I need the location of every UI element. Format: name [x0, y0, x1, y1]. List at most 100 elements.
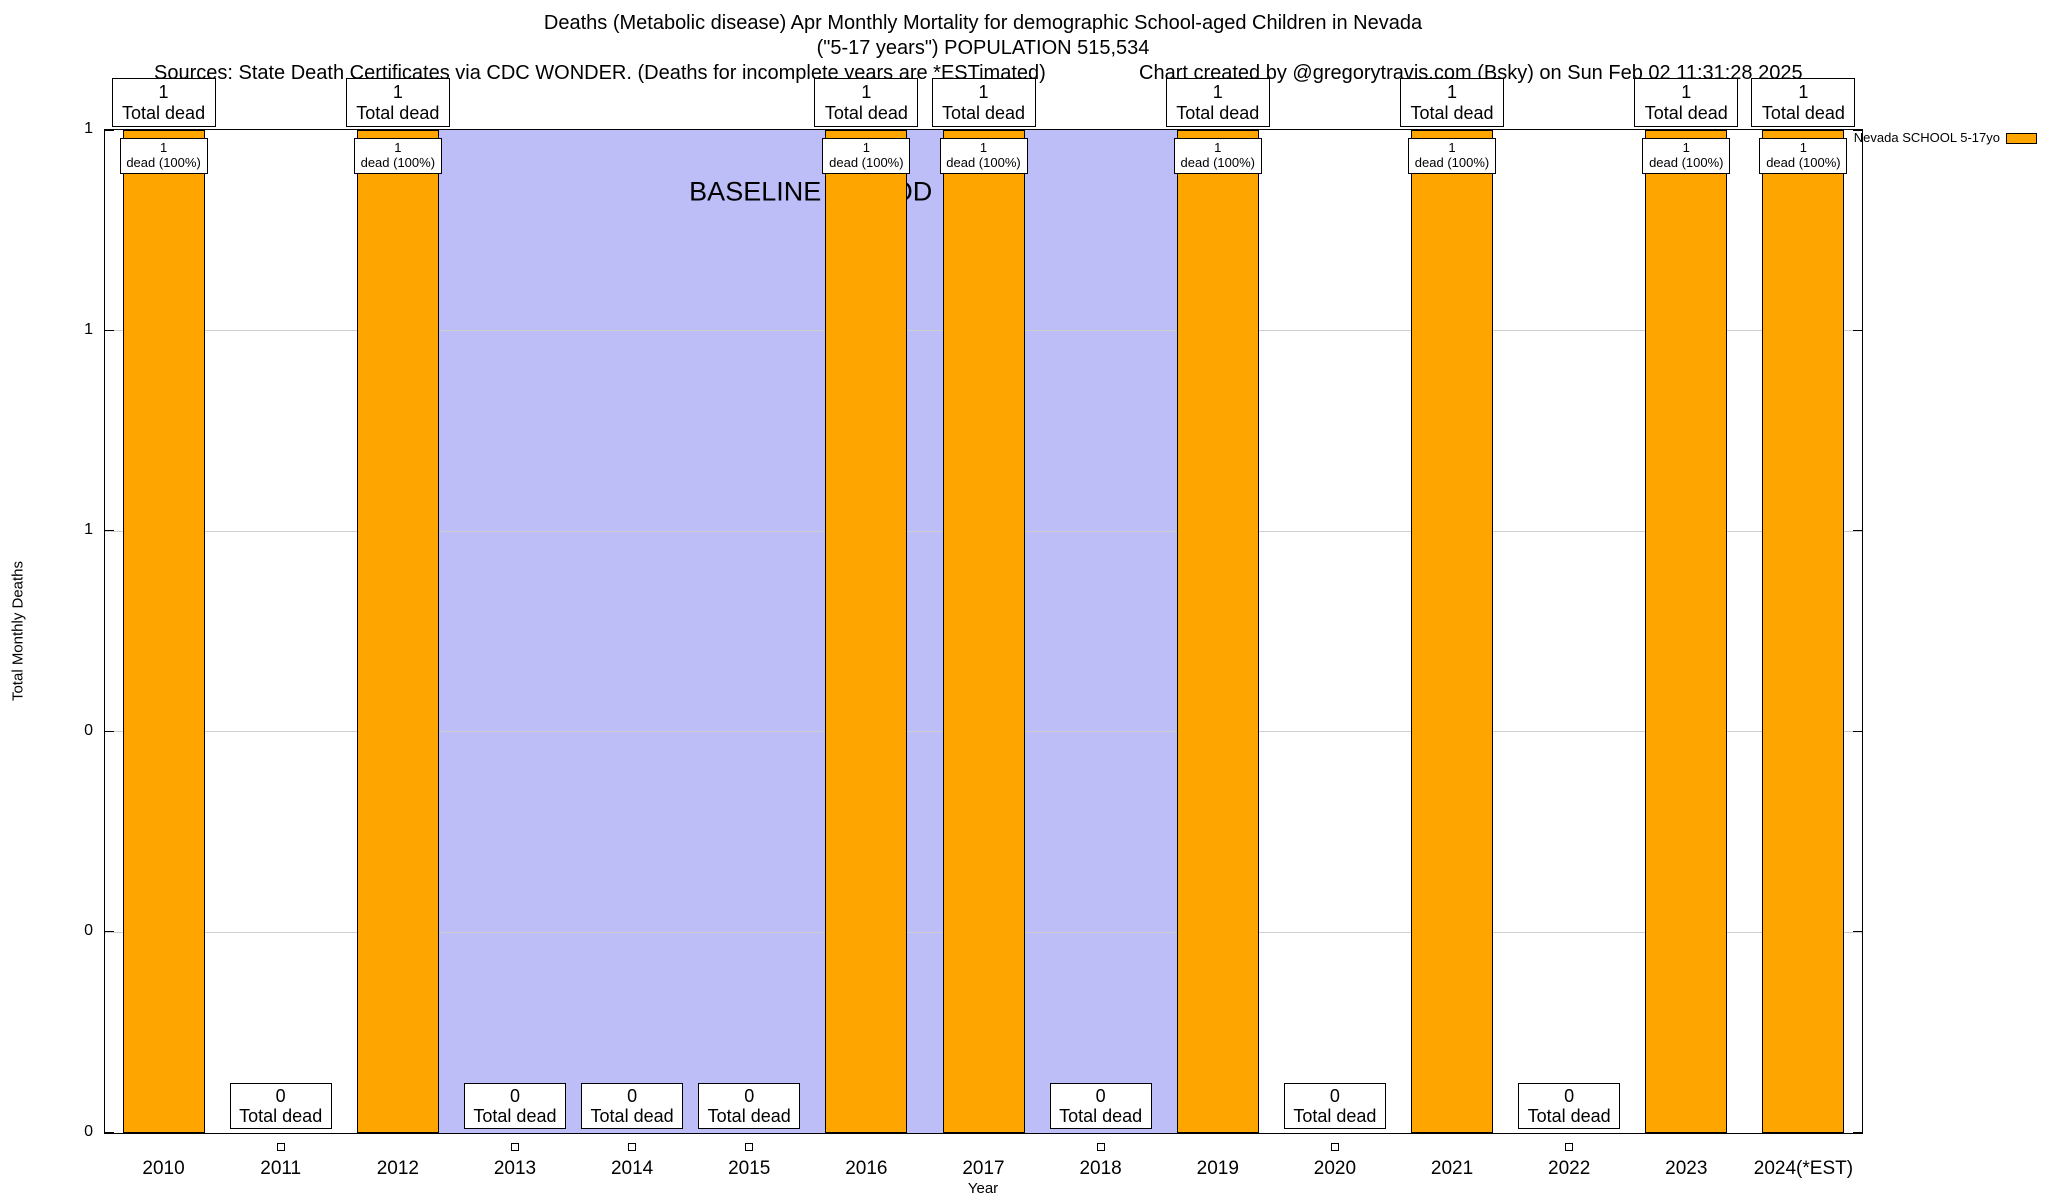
y-tick-mark	[105, 130, 114, 131]
bar-detail-label: dead (100%)	[1180, 155, 1255, 170]
bar-detail-label: dead (100%)	[1414, 155, 1490, 170]
y-tick-label: 0	[84, 1123, 93, 1140]
total-dead-count: 1	[978, 82, 989, 103]
total-dead-count: 1	[1212, 82, 1223, 103]
total-dead-box: 1 Total dead	[1634, 78, 1739, 127]
bar-detail-box: 1 dead (100%)	[1408, 138, 1497, 174]
legend-swatch	[2006, 133, 2037, 144]
zero-marker	[745, 1143, 754, 1151]
total-dead-box: 1 Total dead	[111, 78, 216, 127]
total-dead-box: 1 Total dead	[1400, 78, 1505, 127]
x-tick-label: 2016	[845, 1158, 888, 1179]
total-dead-box: 1 Total dead	[814, 78, 919, 127]
total-dead-box: 0 Total dead	[229, 1083, 332, 1129]
total-dead-count: 0	[1095, 1085, 1106, 1106]
total-dead-box: 1 Total dead	[1751, 78, 1856, 127]
total-dead-box: 1 Total dead	[345, 78, 450, 127]
y-tick-mark	[1853, 530, 1862, 532]
bar-detail-count: 1	[1214, 140, 1222, 156]
bar-detail-count: 1	[1682, 140, 1690, 156]
total-dead-label: Total dead	[1176, 102, 1260, 123]
bar-detail-box: 1 dead (100%)	[822, 138, 911, 174]
total-dead-count: 1	[392, 82, 403, 103]
y-tick-label: 1	[84, 320, 93, 338]
bar-detail-label: dead (100%)	[126, 155, 201, 170]
bar	[942, 130, 1025, 1133]
y-tick-mark	[1853, 931, 1862, 933]
total-dead-label: Total dead	[1059, 1106, 1143, 1126]
bar-detail-box: 1 dead (100%)	[353, 138, 442, 174]
bar	[122, 130, 205, 1133]
total-dead-label: Total dead	[1761, 102, 1845, 123]
total-dead-box: 0 Total dead	[1283, 1083, 1386, 1129]
total-dead-box: 0 Total dead	[1518, 1083, 1621, 1129]
total-dead-count: 0	[509, 1085, 520, 1106]
total-dead-box: 0 Total dead	[698, 1083, 801, 1129]
total-dead-count: 0	[275, 1085, 286, 1106]
legend-label: Nevada SCHOOL 5-17yo	[1853, 130, 2000, 145]
bar-detail-count: 1	[1448, 140, 1456, 156]
bar-detail-count: 1	[394, 140, 402, 156]
total-dead-box: 1 Total dead	[931, 78, 1036, 127]
bar	[356, 130, 439, 1133]
x-tick-label: 2020	[1313, 1158, 1357, 1179]
x-tick-label: 2012	[376, 1158, 419, 1179]
y-tick-label: 0	[84, 922, 93, 940]
x-tick-label: 2017	[962, 1158, 1005, 1179]
bar-detail-label: dead (100%)	[829, 155, 904, 170]
y-tick-mark	[105, 530, 114, 532]
bar-detail-count: 1	[979, 140, 988, 156]
bar-detail-count: 1	[1799, 140, 1808, 156]
total-dead-count: 1	[861, 82, 872, 103]
zero-marker	[628, 1143, 637, 1151]
y-tick-label: 0	[84, 721, 93, 739]
y-tick-mark	[1853, 329, 1862, 331]
total-dead-count: 0	[1329, 1085, 1340, 1106]
zero-marker	[1096, 1143, 1105, 1151]
bar-detail-label: dead (100%)	[360, 155, 436, 170]
zero-marker	[1330, 1143, 1339, 1151]
bar	[1645, 130, 1728, 1133]
total-dead-label: Total dead	[1293, 1106, 1377, 1126]
x-tick-label: 2015	[728, 1158, 771, 1179]
zero-marker	[276, 1143, 285, 1151]
total-dead-box: 0 Total dead	[463, 1083, 566, 1129]
bar-detail-box: 1 dead (100%)	[1759, 138, 1848, 174]
bar-detail-label: dead (100%)	[1766, 155, 1841, 170]
bar-detail-box: 1 dead (100%)	[939, 138, 1028, 174]
total-dead-label: Total dead	[122, 102, 206, 123]
x-tick-label: 2021	[1430, 1158, 1474, 1179]
total-dead-label: Total dead	[1527, 1106, 1611, 1126]
bar-detail-box: 1 dead (100%)	[1173, 138, 1262, 174]
zero-marker	[1565, 1143, 1574, 1151]
bar-detail-count: 1	[159, 140, 168, 156]
bar-detail-count: 1	[862, 140, 870, 156]
y-tick-mark	[105, 329, 114, 331]
x-tick-label: 2024(*EST)	[1753, 1158, 1854, 1179]
y-tick-mark	[1853, 130, 1862, 131]
bar	[1762, 130, 1845, 1133]
y-tick-label: 1	[84, 120, 93, 137]
bar-detail-label: dead (100%)	[946, 155, 1021, 170]
total-dead-label: Total dead	[1644, 102, 1728, 123]
bar	[1176, 130, 1259, 1133]
bar-detail-box: 1 dead (100%)	[119, 138, 208, 174]
x-tick-label: 2019	[1196, 1158, 1239, 1179]
bar	[825, 130, 908, 1133]
bar	[1411, 130, 1494, 1133]
total-dead-box: 0 Total dead	[1049, 1083, 1152, 1129]
total-dead-count: 1	[158, 82, 169, 103]
total-dead-label: Total dead	[473, 1106, 557, 1126]
baseline-period-band	[362, 130, 1259, 1133]
total-dead-label: Total dead	[590, 1106, 674, 1126]
total-dead-count: 1	[1798, 82, 1809, 103]
total-dead-count: 1	[1447, 82, 1458, 103]
chart-subtitle: ("5-17 years") POPULATION 515,534	[816, 37, 1150, 59]
total-dead-box: 1 Total dead	[1165, 78, 1270, 127]
y-tick-mark	[105, 730, 114, 732]
zero-marker	[510, 1143, 519, 1151]
total-dead-label: Total dead	[239, 1106, 323, 1126]
total-dead-box: 0 Total dead	[581, 1083, 684, 1129]
y-axis-title: Total Monthly Deaths	[9, 560, 27, 702]
